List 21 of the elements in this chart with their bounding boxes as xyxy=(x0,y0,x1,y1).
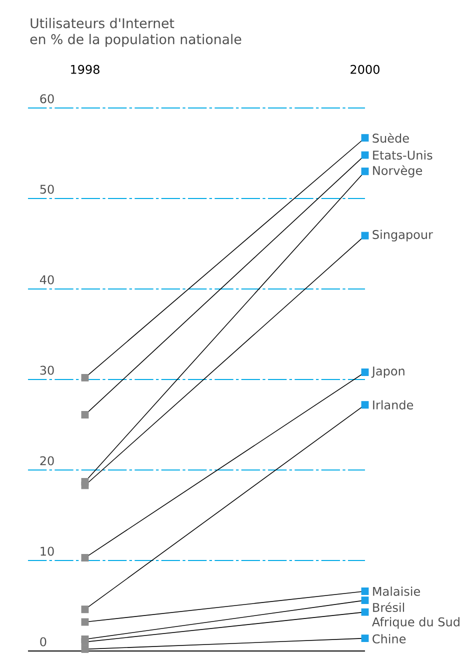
chart-subtitle: en % de la population nationale xyxy=(30,34,242,47)
series-label: Chine xyxy=(372,634,406,644)
x-tick-label: 2000 xyxy=(350,64,380,74)
y-tick-label: 0 xyxy=(40,637,46,646)
y-tick-label: 20 xyxy=(40,456,54,466)
y-tick-label: 50 xyxy=(40,184,54,194)
series-label: Irlande xyxy=(373,400,414,410)
series-label: Norvège xyxy=(373,165,422,178)
series-label: Suède xyxy=(372,132,409,143)
y-tick-label: 40 xyxy=(40,275,54,284)
y-tick-label: 30 xyxy=(40,366,54,375)
y-tick-label: 10 xyxy=(40,546,54,556)
series-label: Malaisie xyxy=(373,586,420,596)
y-tick-label: 60 xyxy=(40,94,54,104)
series-label: Etats-Unis xyxy=(373,150,432,160)
x-tick-label: 1998 xyxy=(71,64,100,74)
series-label: Japon xyxy=(371,366,404,378)
series-label: Singapour xyxy=(372,230,433,242)
series-label: Brésil xyxy=(373,602,404,612)
chart-title: Utilisateurs d'Internet xyxy=(30,18,174,28)
series-label: Afrique du Sud xyxy=(372,617,460,629)
